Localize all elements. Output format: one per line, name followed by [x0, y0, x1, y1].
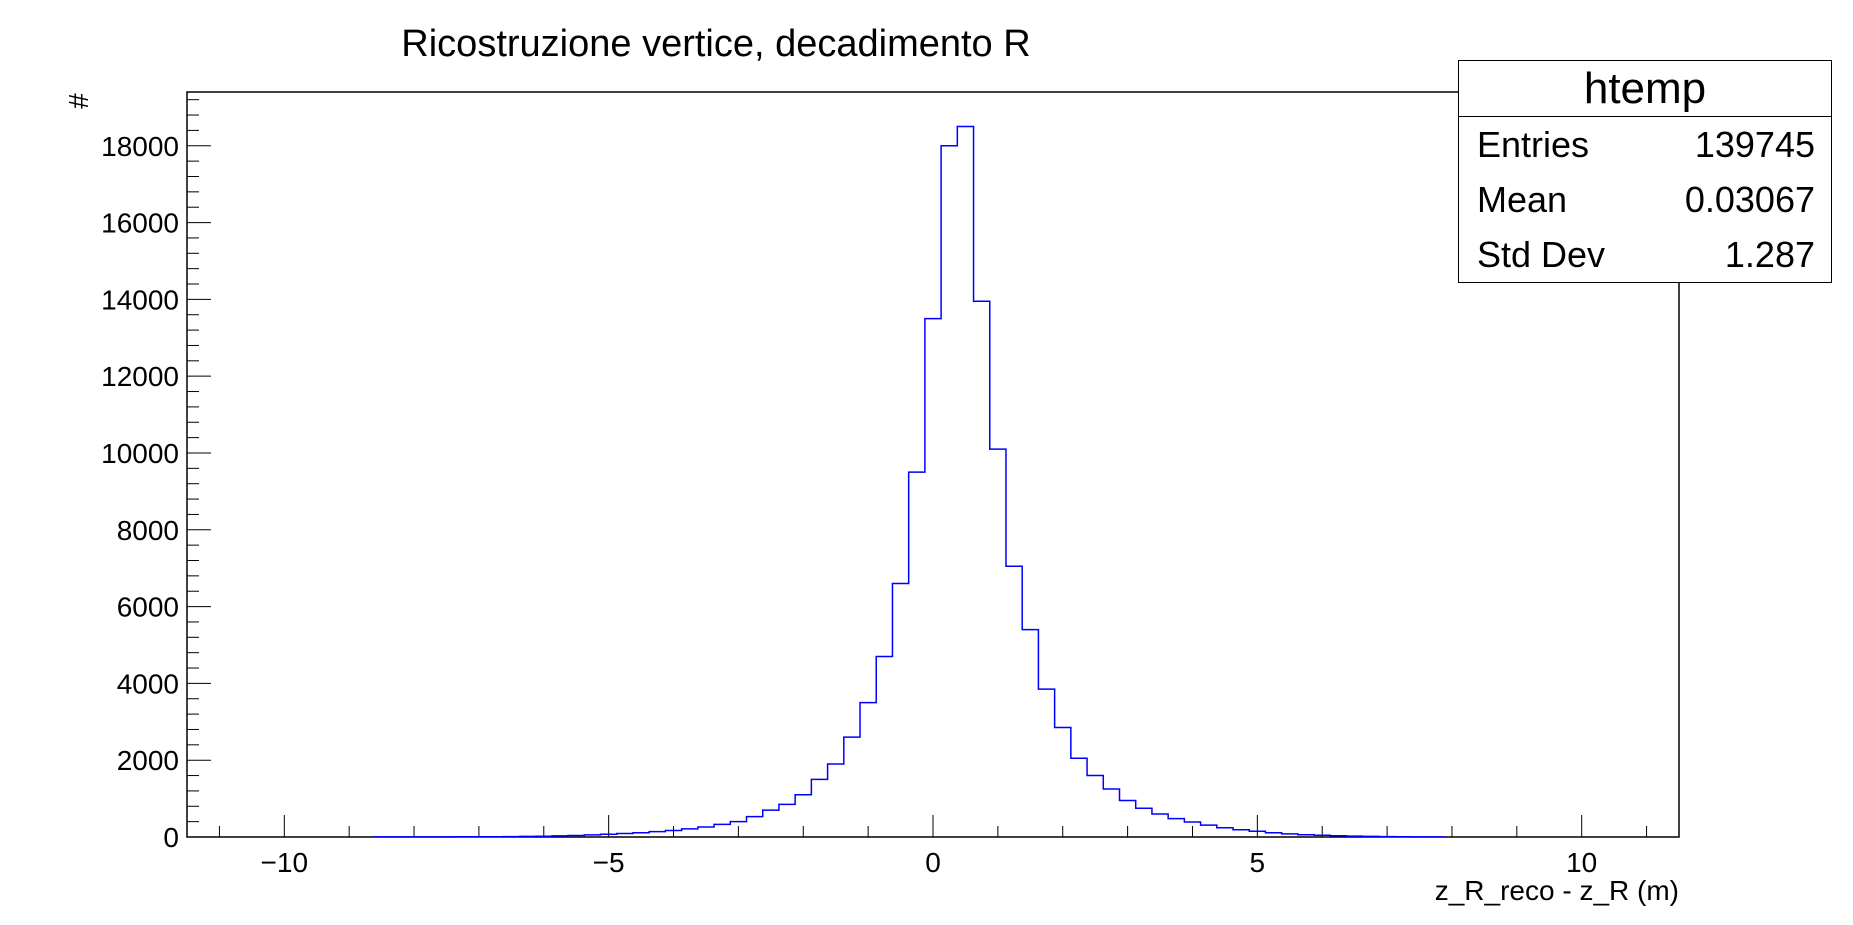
stats-row-mean: Mean 0.03067	[1477, 172, 1815, 227]
y-tick-label: 4000	[117, 668, 179, 699]
plot-frame	[186, 91, 1680, 838]
stats-label: Mean	[1477, 179, 1568, 220]
stats-label: Entries	[1477, 124, 1590, 165]
y-tick-label: 0	[163, 822, 179, 853]
x-tick-label: 0	[925, 847, 941, 878]
x-tick-label: 10	[1566, 847, 1597, 878]
x-tick-label: −10	[261, 847, 309, 878]
x-tick-label: 5	[1250, 847, 1266, 878]
histogram-line	[372, 125, 1445, 838]
x-axis-label: z_R_reco - z_R (m)	[1435, 875, 1679, 906]
stats-row-std-dev: Std Dev 1.287	[1477, 227, 1815, 282]
stats-row-entries: Entries 139745	[1477, 117, 1815, 172]
y-tick-label: 6000	[117, 592, 179, 623]
y-axis: 0 2000 4000 6000 8000 10000 12000 14000 16000 180…	[101, 99, 211, 853]
y-tick-label: 8000	[117, 515, 179, 546]
stats-value: 1.287	[1724, 234, 1815, 275]
y-tick-label: 10000	[101, 438, 179, 469]
y-tick-label: 2000	[117, 745, 179, 776]
x-axis: −10 −5 0 5 10	[218, 815, 1648, 878]
stats-label: Std Dev	[1477, 234, 1606, 275]
y-tick-label: 12000	[101, 361, 179, 392]
y-tick-label: 18000	[101, 131, 179, 162]
y-tick-label: 16000	[101, 208, 179, 239]
stats-box: htemp Entries 139745 Mean 0.03067 Std De…	[1458, 60, 1832, 283]
stats-value: 0.03067	[1684, 179, 1815, 220]
stats-title: htemp	[1459, 61, 1831, 117]
chart-title: Ricostruzione vertice, decadimento R	[401, 23, 1030, 65]
x-tick-label: −5	[593, 847, 625, 878]
y-tick-label: 14000	[101, 284, 179, 315]
stats-value: 139745	[1694, 124, 1815, 165]
y-axis-label: #	[63, 93, 94, 109]
